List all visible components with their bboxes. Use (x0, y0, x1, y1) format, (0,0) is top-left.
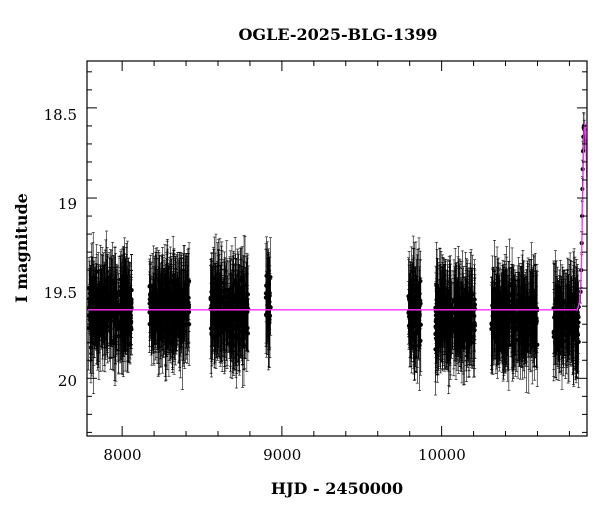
data-point (413, 312, 418, 318)
data-point (233, 279, 238, 284)
data-point (166, 312, 171, 317)
data-point (176, 296, 181, 301)
data-point (444, 328, 449, 333)
data-point (149, 315, 154, 320)
data-point (87, 300, 92, 305)
data-point (111, 312, 116, 317)
data-point (181, 288, 186, 294)
data-point (118, 292, 123, 298)
data-point (102, 284, 107, 289)
data-point (263, 291, 269, 296)
data-point (459, 330, 465, 335)
data-point (129, 287, 134, 293)
data-point (88, 313, 93, 318)
data-point (163, 292, 168, 297)
data-point (94, 321, 99, 326)
data-point (119, 284, 124, 289)
data-point (210, 304, 215, 309)
data-point (449, 327, 454, 332)
data-point (161, 311, 166, 316)
data-point (154, 297, 160, 302)
data-point (97, 304, 102, 310)
data-point (170, 303, 176, 308)
data-point (213, 304, 219, 309)
data-point (472, 328, 477, 333)
data-point (100, 294, 105, 299)
data-point (414, 323, 419, 328)
data-point (406, 310, 411, 315)
data-point (408, 316, 413, 321)
data-point (219, 289, 224, 295)
data-point (186, 279, 192, 284)
data-point (107, 298, 112, 303)
data-point (122, 299, 128, 304)
data-point (458, 340, 463, 345)
data-point (237, 342, 242, 347)
data-point (468, 333, 473, 339)
data-point (242, 317, 247, 323)
data-point (230, 324, 235, 329)
data-point (168, 295, 173, 300)
data-point (224, 303, 229, 309)
data-point (225, 315, 230, 320)
data-point (411, 269, 416, 274)
data-point (456, 290, 461, 295)
data-point (113, 292, 118, 297)
data-point (234, 324, 239, 329)
data-point (265, 297, 270, 302)
data-point (151, 311, 156, 316)
data-point (472, 302, 478, 307)
data-point (236, 300, 241, 306)
data-point (267, 320, 272, 325)
data-point (407, 326, 412, 331)
data-point (409, 321, 414, 326)
data-point (147, 297, 152, 302)
data-point (128, 313, 133, 318)
data-point (182, 310, 187, 315)
data-point (214, 327, 219, 332)
data-points (87, 112, 587, 396)
data-point (209, 297, 214, 302)
data-point (178, 304, 183, 309)
data-point (175, 287, 180, 292)
chart-title: OGLE-2025-BLG-1399 (238, 25, 437, 44)
data-point (457, 312, 463, 317)
data-point (157, 301, 162, 306)
data-point (242, 283, 248, 288)
data-point (245, 302, 250, 307)
data-point (232, 309, 237, 315)
data-point (124, 287, 129, 292)
data-point (240, 335, 245, 341)
data-point (237, 288, 242, 293)
data-point (215, 294, 221, 300)
data-point (112, 295, 117, 300)
data-point (105, 304, 110, 309)
data-point (174, 309, 179, 314)
data-point (186, 309, 192, 315)
data-point (239, 277, 244, 283)
data-point (119, 304, 125, 309)
data-point (186, 295, 191, 300)
data-point (91, 341, 96, 346)
data-point (101, 311, 106, 316)
data-point (95, 290, 100, 296)
data-point (417, 303, 422, 308)
data-point (115, 302, 120, 307)
